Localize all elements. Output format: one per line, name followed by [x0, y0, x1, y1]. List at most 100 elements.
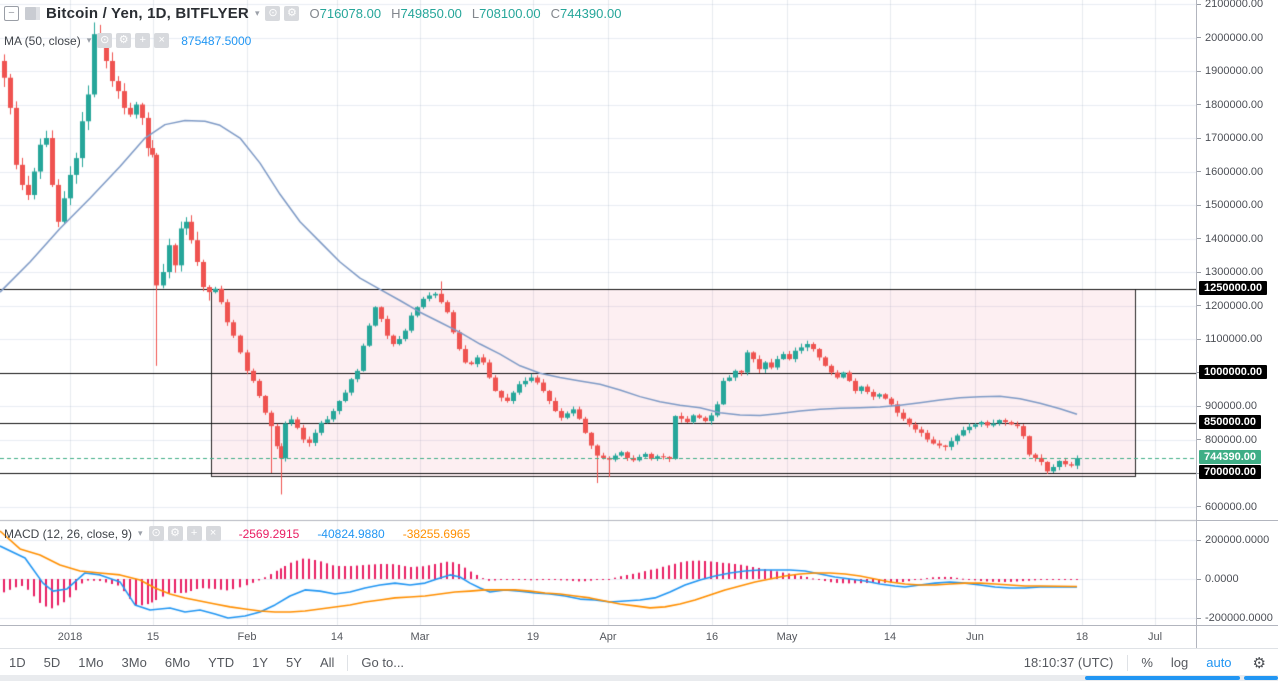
price-tick-mark	[1197, 305, 1201, 307]
symbol-header-row: − Bitcoin / Yen, 1D, BITFLYER ▾ ⊙ ⚙ O716…	[4, 5, 631, 22]
ma-indicator-label[interactable]: MA (50, close)	[4, 33, 81, 48]
price-axis[interactable]: 2100000.00 2000000.00 1900000.00 1800000.00…	[1196, 0, 1278, 648]
range-button-3mo[interactable]: 3Mo	[121, 655, 147, 670]
chevron-down-icon[interactable]: ▾	[254, 8, 260, 18]
range-button-5y[interactable]: 5Y	[286, 655, 302, 670]
range-button-all[interactable]: All	[319, 655, 335, 670]
macd-tick-label: -200000.0000	[1205, 612, 1273, 624]
close-label: C	[550, 6, 560, 21]
range-button-1mo[interactable]: 1Mo	[78, 655, 104, 670]
time-tick-label: May	[776, 631, 798, 643]
time-tick-label: Feb	[237, 631, 257, 643]
price-tick-label: 1700000.00	[1205, 132, 1264, 145]
range-button-5d[interactable]: 5D	[43, 655, 61, 670]
symbol-title[interactable]: Bitcoin / Yen, 1D, BITFLYER	[46, 5, 249, 22]
price-tick-mark	[1197, 37, 1201, 39]
ohlc-readout: O716078.00 H749850.00 L708100.00 C744390.00	[309, 6, 631, 21]
price-tick-mark	[1197, 70, 1201, 72]
series-settings-icon[interactable]: ⚙	[284, 6, 300, 21]
collapse-pane-icon[interactable]: −	[4, 6, 19, 21]
macd-tick-mark	[1197, 617, 1201, 619]
time-tick-label: Jul	[1147, 631, 1163, 643]
horizontal-scrollbar[interactable]	[0, 675, 1278, 681]
level-price-label: 700000.00	[1199, 465, 1261, 480]
remove-indicator-icon[interactable]: ×	[154, 33, 170, 48]
goto-date-button[interactable]: Go to...	[361, 655, 405, 670]
chart-logo-icon	[25, 7, 40, 20]
price-tick-label: 600000.00	[1205, 500, 1257, 513]
macd-indicator-label[interactable]: MACD (12, 26, close, 9)	[4, 526, 133, 541]
time-tick-label: 14	[883, 631, 897, 643]
auto-scale-button[interactable]: auto	[1206, 655, 1232, 670]
axis-pane-separator	[1197, 625, 1278, 626]
add-indicator-icon[interactable]: +	[186, 526, 202, 541]
axis-pane-separator	[1197, 520, 1278, 521]
price-tick-mark	[1197, 271, 1201, 273]
macd-line-value: -40824.9880	[317, 526, 385, 541]
hide-indicator-icon[interactable]: ⊙	[148, 526, 164, 541]
add-indicator-icon[interactable]: +	[135, 33, 151, 48]
price-tick-label: 1600000.00	[1205, 165, 1264, 178]
macd-signal-value: -38255.6965	[402, 526, 471, 541]
remove-indicator-icon[interactable]: ×	[205, 526, 221, 541]
scrollbar-thumb[interactable]	[1244, 676, 1278, 680]
hide-series-icon[interactable]: ⊙	[265, 6, 281, 21]
chart-settings-gear-icon[interactable]: ⚙	[1252, 654, 1266, 672]
time-tick-label: Mar	[410, 631, 430, 643]
price-tick-mark	[1197, 405, 1201, 407]
price-tick-label: 1100000.00	[1205, 333, 1263, 346]
price-tick-mark	[1197, 104, 1201, 106]
price-tick-label: 1500000.00	[1205, 199, 1264, 212]
time-tick-label: 15	[146, 631, 160, 643]
toolbar-divider	[347, 654, 349, 671]
indicator-settings-icon[interactable]: ⚙	[167, 526, 183, 541]
high-label: H	[391, 6, 401, 21]
price-chart-canvas[interactable]	[0, 0, 1196, 625]
bottom-toolbar: 1D 5D 1Mo 3Mo 6Mo YTD 1Y 5Y All Go to...…	[0, 648, 1278, 676]
log-scale-button[interactable]: log	[1170, 655, 1189, 670]
price-tick-mark	[1197, 338, 1201, 340]
time-tick-label: Apr	[599, 631, 617, 643]
range-button-ytd[interactable]: YTD	[208, 655, 235, 670]
toolbar-divider	[1127, 654, 1129, 671]
price-tick-label: 1900000.00	[1205, 65, 1264, 78]
price-tick-mark	[1197, 238, 1201, 240]
low-value: 708100.00	[479, 6, 541, 21]
range-button-1d[interactable]: 1D	[9, 655, 26, 670]
macd-tick-mark	[1197, 539, 1201, 541]
range-button-6mo[interactable]: 6Mo	[164, 655, 191, 670]
time-tick-label: 2018	[57, 631, 83, 643]
indicator-settings-icon[interactable]: ⚙	[116, 33, 132, 48]
price-tick-label: 1300000.00	[1205, 266, 1264, 279]
time-axis[interactable]: 2018 15 Feb 14 Mar 19 Apr 16 May 14 Jun 18 Jul	[0, 625, 1196, 649]
scrollbar-thumb[interactable]	[1085, 676, 1240, 680]
level-price-label: 850000.00	[1199, 414, 1261, 429]
ma-indicator-row: MA (50, close) ▾ ⊙ ⚙ + × 875487.5000	[4, 33, 251, 48]
time-tick-label: 14	[330, 631, 344, 643]
chart-pane[interactable]: − Bitcoin / Yen, 1D, BITFLYER ▾ ⊙ ⚙ O716…	[0, 0, 1196, 625]
macd-indicator-row: MACD (12, 26, close, 9) ▾ ⊙ ⚙ + × -2569.…	[4, 526, 470, 541]
hide-indicator-icon[interactable]: ⊙	[97, 33, 113, 48]
open-value: 716078.00	[319, 6, 382, 21]
time-tick-label: 16	[705, 631, 719, 643]
time-tick-label: 18	[1075, 631, 1089, 643]
price-tick-mark	[1197, 137, 1201, 139]
price-tick-label: 1400000.00	[1205, 232, 1264, 245]
clock-readout: 18:10:37 (UTC)	[1023, 655, 1114, 670]
price-tick-mark	[1197, 171, 1201, 173]
chevron-down-icon[interactable]: ▾	[138, 528, 143, 538]
time-tick-label: Jun	[966, 631, 984, 643]
high-value: 749850.00	[400, 6, 462, 21]
price-tick-mark	[1197, 204, 1201, 206]
macd-tick-label: 0.0000	[1205, 573, 1239, 585]
ma-value: 875487.5000	[181, 33, 252, 48]
chevron-down-icon[interactable]: ▾	[86, 35, 92, 45]
price-tick-label: 1800000.00	[1205, 98, 1264, 111]
close-value: 744390.00	[559, 6, 622, 21]
macd-hist-value: -2569.2915	[238, 526, 300, 541]
range-button-1y[interactable]: 1Y	[252, 655, 269, 670]
percent-scale-button[interactable]: %	[1141, 655, 1153, 670]
open-label: O	[309, 6, 320, 21]
price-tick-mark	[1197, 3, 1201, 5]
